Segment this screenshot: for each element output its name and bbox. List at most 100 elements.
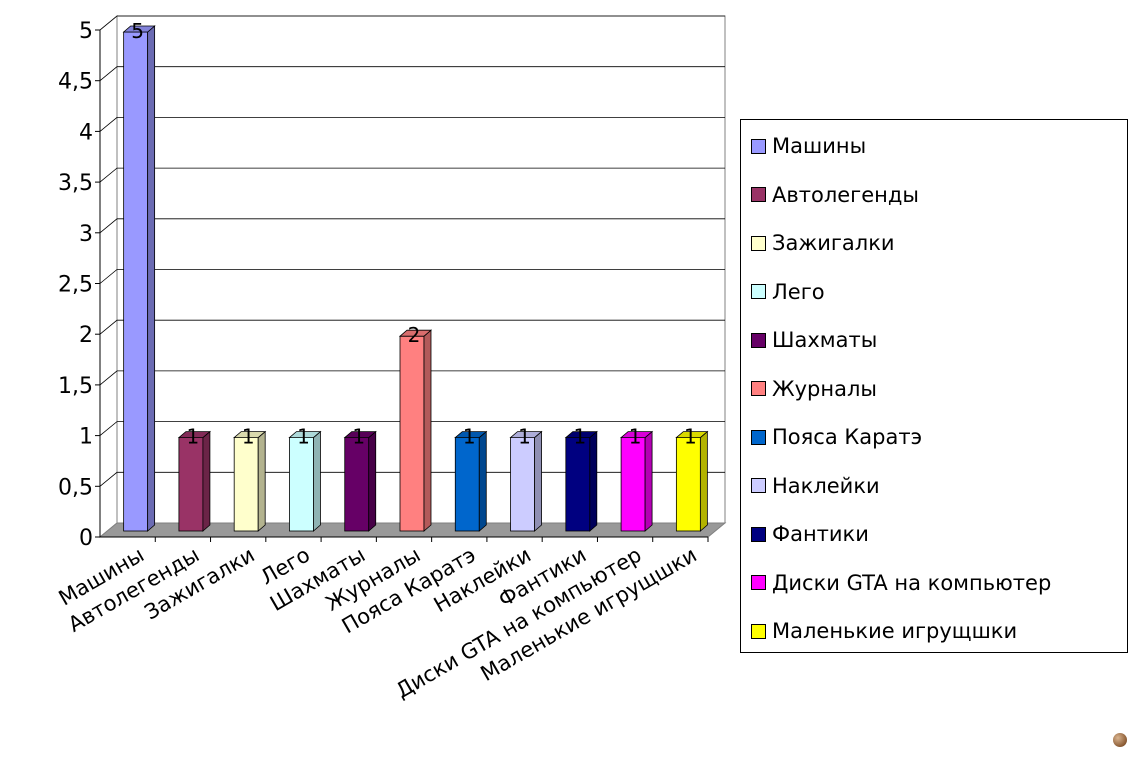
legend-swatch <box>751 478 766 493</box>
gridline <box>99 117 725 132</box>
bar-front <box>178 437 204 532</box>
gridlines <box>99 15 725 487</box>
bar-side <box>699 430 708 532</box>
bar: 1 <box>620 425 654 532</box>
legend-item: Фантики <box>751 519 869 549</box>
y-tick-label: 0,5 <box>58 475 93 500</box>
legend-item: Лего <box>751 277 825 307</box>
bar-top <box>398 329 433 337</box>
gridline <box>99 370 725 386</box>
data-label: 1 <box>573 425 586 449</box>
legend-swatch <box>751 381 766 396</box>
y-tick-label: 2 <box>79 323 93 348</box>
gridline <box>99 15 725 31</box>
legend-swatch <box>751 187 766 202</box>
bar-side <box>478 430 487 532</box>
data-label: 5 <box>131 19 144 43</box>
bar: 1 <box>288 425 322 532</box>
legend-label: Диски GTA на компьютер <box>772 570 1052 595</box>
bar-front <box>565 437 591 532</box>
legend-item: Пояса Каратэ <box>751 422 922 452</box>
bar-side <box>423 329 432 532</box>
legend-label: Автолегенды <box>772 182 919 207</box>
bar-top <box>233 431 267 439</box>
legend-item: Наклейки <box>751 471 880 501</box>
legend-item: Машины <box>751 131 866 161</box>
bar-top <box>620 431 654 439</box>
legend-label: Фантики <box>772 522 869 546</box>
y-tick-label: 1,5 <box>58 374 93 399</box>
data-label: 1 <box>463 425 476 449</box>
bars: 5 1 1 1 1 2 1 1 1 1 1 <box>122 19 709 532</box>
y-tick-label: 4,5 <box>58 70 93 95</box>
legend-item: Автолегенды <box>751 180 919 210</box>
data-label: 1 <box>518 425 531 449</box>
gridline <box>99 218 725 234</box>
bar-side <box>589 430 598 532</box>
bar: 5 <box>122 19 156 532</box>
y-tick-label: 1 <box>79 425 93 450</box>
y-tick-label: 4 <box>79 120 93 145</box>
data-label: 1 <box>684 425 697 449</box>
legend-swatch <box>751 235 766 251</box>
bar-front <box>233 437 259 532</box>
gridline <box>99 421 725 436</box>
data-label: 1 <box>629 425 642 449</box>
gridline <box>99 269 725 284</box>
bar-front <box>620 437 646 532</box>
legend-label: Пояса Каратэ <box>772 425 923 449</box>
y-axis: 0 0,5 1 1,5 2 2,5 3 3,5 4 4,5 5 <box>58 19 708 551</box>
bar-side <box>147 25 156 532</box>
bar-top <box>177 431 211 439</box>
legend-item: Диски GTA на компьютер <box>751 568 1051 598</box>
legend-label: Машины <box>772 134 867 158</box>
legend-swatch <box>751 429 766 445</box>
bar-side <box>644 430 653 532</box>
bar-top <box>343 431 377 439</box>
data-label: 2 <box>408 323 421 347</box>
bar-front <box>454 437 480 532</box>
bar-side <box>368 430 377 532</box>
data-label: 1 <box>297 425 310 449</box>
x-axis-labels: МашиныАвтолегендыЗажигалкиЛегоШахматыЖур… <box>55 537 709 703</box>
y-tick-label: 3,5 <box>58 171 93 196</box>
legend-item: Шахматы <box>751 325 877 355</box>
data-label: 1 <box>242 425 255 449</box>
bar-top <box>509 431 543 439</box>
legend-swatch <box>751 284 766 299</box>
bar-front <box>289 437 314 532</box>
legend-swatch <box>751 575 766 590</box>
bar-top <box>454 431 488 439</box>
y-tick-label: 3 <box>79 222 93 247</box>
bar: 1 <box>509 425 543 532</box>
bar-front <box>344 437 370 532</box>
corner-logo-icon <box>1113 733 1127 747</box>
bar-top <box>675 431 709 439</box>
bar-front <box>675 437 701 532</box>
bar: 1 <box>675 425 709 532</box>
bar-side <box>534 430 542 532</box>
bar: 1 <box>564 425 598 532</box>
bar: 1 <box>233 425 267 532</box>
bar-side <box>313 430 321 532</box>
legend-swatch <box>751 623 766 639</box>
legend-label: Зажигалки <box>772 231 895 255</box>
data-label: 1 <box>187 425 200 449</box>
legend-swatch <box>751 332 766 348</box>
legend-item: Зажигалки <box>751 228 895 258</box>
bar: 1 <box>343 425 377 532</box>
bar-top <box>122 25 156 33</box>
bar-top <box>564 431 598 439</box>
legend-swatch <box>751 526 766 542</box>
legend-item: Маленькие игрущшки <box>751 616 1017 646</box>
bar-front <box>123 31 149 532</box>
bar-side <box>202 430 211 532</box>
gridline <box>99 319 725 335</box>
bar-front <box>399 335 425 532</box>
legend-swatch <box>751 138 766 154</box>
y-tick-label: 5 <box>79 19 93 44</box>
bar-side <box>257 430 266 532</box>
gridline <box>99 167 725 183</box>
legend-label: Лего <box>772 279 825 304</box>
